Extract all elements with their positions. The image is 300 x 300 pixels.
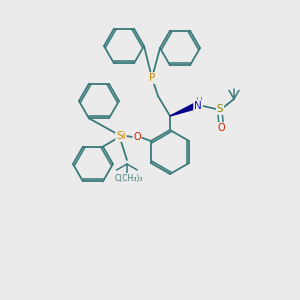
Text: C(CH₃)₃: C(CH₃)₃ [115, 173, 143, 182]
Text: O: O [217, 123, 225, 133]
Text: P: P [149, 73, 155, 83]
Text: N: N [194, 101, 202, 111]
Polygon shape [170, 103, 195, 116]
Text: Si: Si [116, 131, 126, 141]
Text: O: O [133, 132, 141, 142]
Text: H: H [196, 97, 202, 106]
Text: S: S [217, 104, 223, 114]
